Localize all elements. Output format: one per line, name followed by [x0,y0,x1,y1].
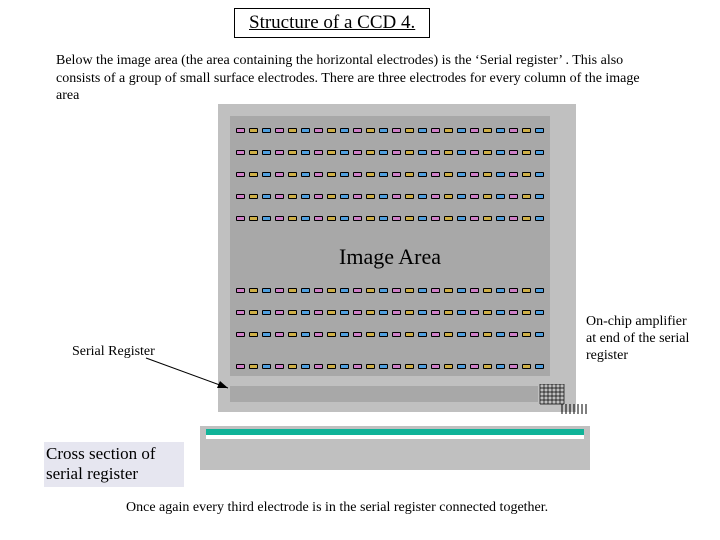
amplifier-icon [538,384,566,406]
page-title: Structure of a CCD 4. [249,12,415,33]
cross-section-gap [206,435,584,439]
intro-paragraph: Below the image area (the area containin… [56,52,656,105]
footer-paragraph: Once again every third electrode is in t… [126,500,548,516]
cross-section-label: Cross section of serial register [44,442,184,487]
image-area-label: Image Area [339,244,441,270]
serial-register-bar [230,386,538,402]
page-title-box: Structure of a CCD 4. [234,8,430,38]
ccd-schematic: Image Area [218,104,576,412]
serial-register-arrow-icon [140,352,240,396]
image-area: Image Area [230,116,550,376]
cross-section [200,426,590,470]
amplifier-label: On-chip amplifier at end of the serial r… [586,314,696,364]
hatch-marks-icon [560,404,600,418]
